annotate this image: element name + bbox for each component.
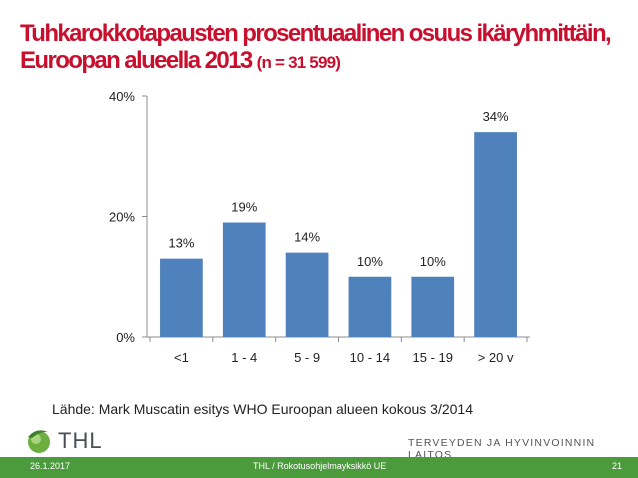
x-tick-label: > 20 v bbox=[478, 350, 514, 365]
title-sample-size: (n = 31 599) bbox=[256, 53, 341, 72]
data-label: 14% bbox=[294, 230, 320, 245]
y-tick-label: 20% bbox=[109, 210, 135, 225]
title-line-1: Tuhkarokkotapausten prosentuaalinen osuu… bbox=[20, 20, 612, 47]
x-tick-label: <1 bbox=[174, 350, 189, 365]
logo-text: THL bbox=[58, 428, 103, 453]
source-note: Lähde: Mark Muscatin esitys WHO Euroopan… bbox=[52, 401, 474, 417]
data-label: 10% bbox=[420, 254, 446, 269]
x-tick-label: 15 - 19 bbox=[413, 350, 453, 365]
x-tick-label: 1 - 4 bbox=[231, 350, 257, 365]
data-label: 10% bbox=[357, 254, 383, 269]
page-number: 21 bbox=[612, 461, 623, 471]
bar bbox=[160, 258, 203, 337]
bar-chart: 0% 20% 40% 13% <1 19% 1 - 4 14% 5 - 9 10% 10 - 14… bbox=[109, 89, 530, 365]
x-tick-label: 10 - 14 bbox=[350, 350, 390, 365]
bar bbox=[285, 252, 329, 337]
chart-bars bbox=[160, 132, 517, 337]
chart-axes: 0% 20% 40% bbox=[109, 89, 530, 345]
bar bbox=[474, 132, 517, 337]
data-label: 34% bbox=[483, 109, 509, 124]
thl-logo-icon bbox=[28, 430, 50, 453]
bar bbox=[411, 276, 455, 337]
footer-date: 26.1.2017 bbox=[30, 461, 71, 471]
bar bbox=[348, 276, 392, 337]
data-label: 19% bbox=[231, 200, 257, 215]
bar bbox=[222, 222, 266, 337]
y-tick-label: 40% bbox=[109, 89, 135, 104]
footer-bar: 26.1.2017 THL / Rokotusohjelmayksikkö UE… bbox=[0, 457, 638, 478]
title-line-2: Euroopan alueella 2013 (n = 31 599) bbox=[20, 47, 620, 76]
footer-text: THL / Rokotusohjelmayksikkö UE bbox=[253, 461, 387, 471]
chart-labels: 13% <1 19% 1 - 4 14% 5 - 9 10% 10 - 14 10% 15 - 1… bbox=[168, 109, 514, 365]
y-tick-label: 0% bbox=[116, 330, 135, 345]
slide-title: Tuhkarokkotapausten prosentuaalinen osuu… bbox=[20, 20, 620, 76]
x-tick-label: 5 - 9 bbox=[294, 350, 320, 365]
title-main: Euroopan alueella 2013 bbox=[20, 47, 253, 74]
data-label: 13% bbox=[168, 236, 194, 251]
